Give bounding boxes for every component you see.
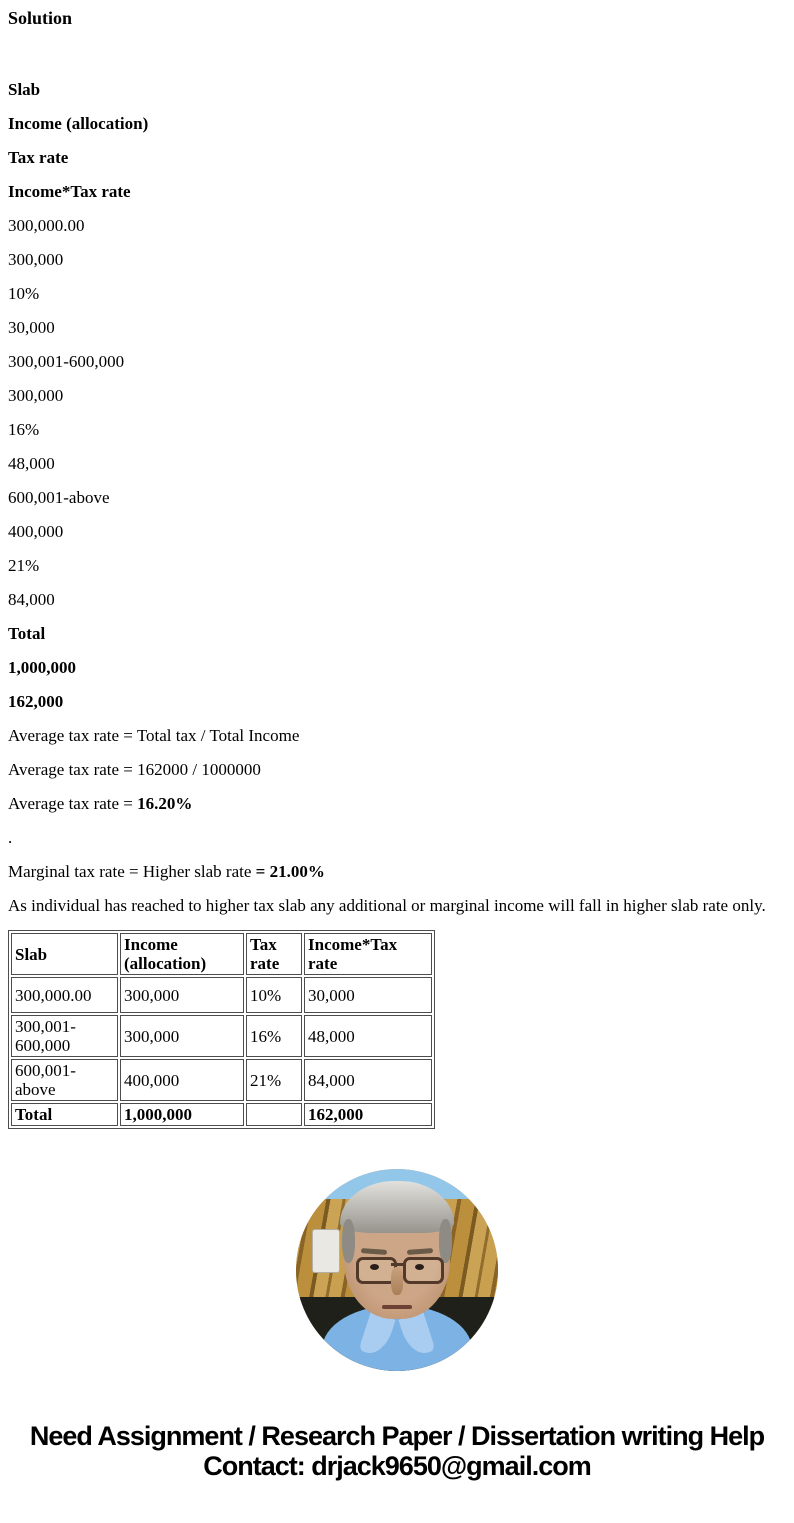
marginal-tax-rate-value: = 21.00% bbox=[255, 862, 325, 881]
table-total-row: Total 1,000,000 162,000 bbox=[11, 1103, 432, 1126]
help-banner-text: Need Assignment / Research Paper / Disse… bbox=[29, 1421, 765, 1451]
list-value: 300,001-600,000 bbox=[8, 352, 125, 371]
table-row: 300,000.00 300,000 10% 30,000 bbox=[11, 977, 432, 1013]
table-cell-slab: 600,001-above bbox=[11, 1059, 118, 1101]
profile-photo bbox=[296, 1169, 498, 1371]
table-cell-total-tax: 162,000 bbox=[304, 1103, 432, 1126]
list-header-tax-rate: Tax rate bbox=[8, 148, 69, 167]
page-title: Solution bbox=[8, 8, 73, 28]
table-cell-slab: 300,000.00 bbox=[11, 977, 118, 1013]
table-row: 600,001-above 400,000 21% 84,000 bbox=[11, 1059, 432, 1101]
avg-tax-rate-calculation: Average tax rate = 162000 / 1000000 bbox=[8, 760, 261, 779]
table-cell-tax-rate: 21% bbox=[246, 1059, 302, 1101]
photo-eye-left bbox=[370, 1264, 379, 1270]
table-row: 300,001-600,000 300,000 16% 48,000 bbox=[11, 1015, 432, 1057]
marginal-tax-rate-line: Marginal tax rate = Higher slab rate = 2… bbox=[8, 862, 786, 881]
period-line: . bbox=[8, 828, 13, 847]
list-value: 16% bbox=[8, 420, 40, 439]
table-header-income: Income (allocation) bbox=[120, 933, 244, 975]
list-value: 10% bbox=[8, 284, 40, 303]
list-value-total-tax: 162,000 bbox=[8, 692, 64, 711]
photo-glasses-right-lens bbox=[403, 1257, 444, 1284]
table-cell-income: 300,000 bbox=[120, 1015, 244, 1057]
list-value: 48,000 bbox=[8, 454, 55, 473]
table-cell-income: 400,000 bbox=[120, 1059, 244, 1101]
list-value: 300,000 bbox=[8, 250, 64, 269]
list-value-total-income: 1,000,000 bbox=[8, 658, 76, 677]
photo-nose bbox=[391, 1267, 403, 1295]
table-header-income-tax-rate: Income*Tax rate bbox=[304, 933, 432, 975]
table-cell-total-income: 1,000,000 bbox=[120, 1103, 244, 1126]
list-header-slab: Slab bbox=[8, 80, 41, 99]
table-cell-income-tax: 48,000 bbox=[304, 1015, 432, 1057]
table-header-slab: Slab bbox=[11, 933, 118, 975]
table-cell-income-tax: 30,000 bbox=[304, 977, 432, 1013]
list-header-income: Income (allocation) bbox=[8, 114, 149, 133]
photo-eye-right bbox=[415, 1264, 424, 1270]
tax-slab-table: Slab Income (allocation) Tax rate Income… bbox=[8, 930, 435, 1129]
list-header-income-tax-rate: Income*Tax rate bbox=[8, 182, 131, 201]
table-cell-slab: 300,001-600,000 bbox=[11, 1015, 118, 1057]
list-value: 300,000 bbox=[8, 386, 64, 405]
table-cell-tax-rate: 16% bbox=[246, 1015, 302, 1057]
document-page: Solution Slab Income (allocation) Tax ra… bbox=[8, 8, 786, 1481]
photo-switch-plate bbox=[312, 1229, 340, 1273]
photo-mouth bbox=[382, 1305, 412, 1309]
list-value: 84,000 bbox=[8, 590, 55, 609]
help-banner-contact: Contact: drjack9650@gmail.com bbox=[203, 1451, 591, 1481]
spacer bbox=[8, 28, 786, 80]
table-cell-total-label: Total bbox=[11, 1103, 118, 1126]
marginal-tax-rate-prefix: Marginal tax rate = Higher slab rate bbox=[8, 862, 256, 881]
table-cell-tax-rate: 10% bbox=[246, 977, 302, 1013]
list-value: 600,001-above bbox=[8, 488, 110, 507]
help-banner: Need Assignment / Research Paper / Disse… bbox=[22, 1421, 772, 1481]
avg-tax-rate-result-value: 16.20% bbox=[137, 794, 193, 813]
avg-tax-rate-formula: Average tax rate = Total tax / Total Inc… bbox=[8, 726, 300, 745]
avg-tax-rate-result-prefix: Average tax rate = bbox=[8, 794, 138, 813]
list-value: 21% bbox=[8, 556, 40, 575]
photo-glasses-bridge bbox=[391, 1263, 403, 1266]
explanation-note: As individual has reached to higher tax … bbox=[8, 896, 766, 915]
list-value: 30,000 bbox=[8, 318, 55, 337]
table-cell-income-tax: 84,000 bbox=[304, 1059, 432, 1101]
table-cell-income: 300,000 bbox=[120, 977, 244, 1013]
list-value: 300,000.00 bbox=[8, 216, 85, 235]
photo-hair-left bbox=[342, 1219, 355, 1263]
list-value-total-label: Total bbox=[8, 624, 46, 643]
list-value: 400,000 bbox=[8, 522, 64, 541]
photo-hair-right bbox=[439, 1219, 452, 1263]
table-header-tax-rate: Tax rate bbox=[246, 933, 302, 975]
avg-tax-rate-result: Average tax rate = 16.20% bbox=[8, 794, 786, 813]
table-header-row: Slab Income (allocation) Tax rate Income… bbox=[11, 933, 432, 975]
table-cell-empty bbox=[246, 1103, 302, 1126]
